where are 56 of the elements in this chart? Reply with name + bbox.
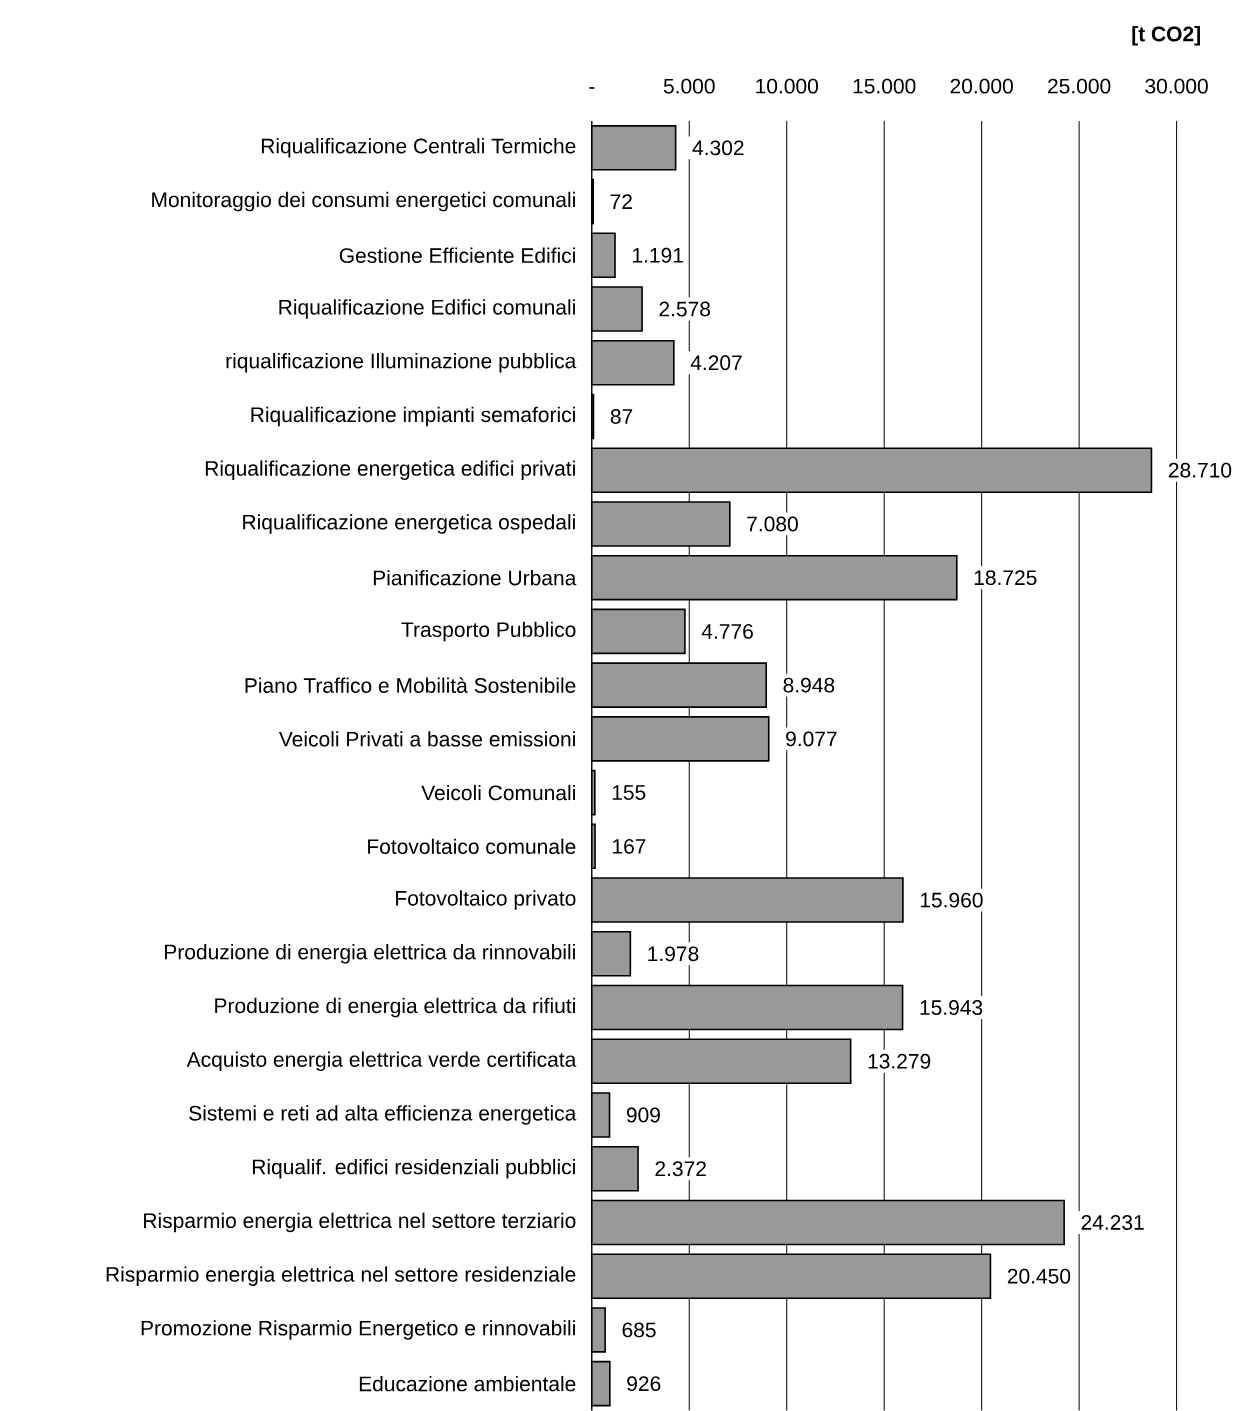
data-label: 7.080: [747, 516, 799, 532]
data-label: 167: [613, 838, 646, 854]
data-label: 87: [611, 409, 633, 424]
data-label: 4.207: [690, 355, 742, 371]
data-label: 20.450: [1008, 1268, 1071, 1284]
y-tick-label: Riqualificazione Centrali Termiche: [262, 138, 576, 158]
data-label: 24.231: [1081, 1215, 1144, 1230]
data-label: 926: [627, 1376, 661, 1392]
x-tick-label: 15.000: [853, 78, 916, 94]
y-tick-label: Sistemi e reti ad alta efficienza energetica: [189, 1105, 577, 1125]
y-tick-label: Fotovoltaico comunale: [368, 838, 576, 855]
data-label: 13.279: [868, 1053, 931, 1069]
data-label: 15.960: [921, 892, 983, 908]
y-tick-label: Acquisto energia elettrica verde certificata: [186, 1051, 577, 1072]
y-tick-label: Pianificazione Urbana: [374, 569, 577, 586]
y-tick-label: Riqualif. edifici residenziali pubblici: [253, 1158, 576, 1179]
data-label: 155: [613, 785, 646, 800]
data-label: 2.372: [655, 1161, 707, 1177]
data-label: 909: [627, 1107, 661, 1123]
y-tick-label: Veicoli Privati a basse emissioni: [279, 731, 576, 747]
data-label: 4.776: [701, 623, 754, 639]
y-tick-label: Riqualificazione energetica edifici privati: [206, 460, 576, 480]
x-tick-label: 20.000: [950, 78, 1014, 94]
data-label: 28.710: [1169, 462, 1232, 478]
y-tick-label: Risparmio energia elettrica nel settore terziario: [144, 1212, 576, 1233]
y-tick-label: Monitoraggio dei consumi energetici comunali: [152, 191, 576, 212]
data-label: 2.578: [659, 301, 711, 317]
x-tick-label: 5.000: [664, 78, 715, 94]
y-tick-label: Fotovoltaico privato: [396, 890, 576, 910]
x-axis-title: [t CO2]: [1132, 26, 1201, 46]
y-tick-label: Riqualificazione impianti semaforici: [251, 406, 576, 427]
x-tick-label: 25.000: [1048, 78, 1111, 94]
data-label: 8.948: [783, 677, 835, 693]
data-label: 15.943: [920, 1000, 983, 1015]
y-tick-label: Riqualificazione Edifici comunali: [279, 299, 576, 319]
data-label: 9.077: [786, 731, 837, 747]
y-tick-label: Risparmio energia elettrica nel settore residenziale: [106, 1266, 576, 1286]
data-label: 72: [610, 194, 633, 209]
y-tick-label: riqualificazione Illuminazione pubblica: [226, 352, 577, 373]
data-label: 1.191: [633, 247, 684, 263]
y-tick-label: Produzione di energia elettrica da rinnovabili: [165, 944, 576, 964]
y-tick-label: Piano Traffico e Mobilità Sostenibile: [245, 677, 576, 693]
x-tick-label: 10.000: [756, 78, 819, 94]
x-tick-label: 30.000: [1145, 78, 1209, 94]
data-label: 4.302: [692, 140, 744, 156]
y-tick-label: Educazione ambientale: [360, 1375, 576, 1392]
y-tick-label: Trasporto Pubblico: [401, 621, 576, 642]
y-tick-label: Riqualificazione energetica ospedali: [243, 514, 576, 534]
y-tick-label: Gestione Efficiente Edifici: [340, 247, 576, 264]
y-tick-label: Promozione Risparmio Energetico e rinnovabili: [141, 1320, 576, 1340]
y-tick-label: Veicoli Comunali: [421, 784, 576, 801]
y-tick-label: Produzione di energia elettrica da rifiuti: [215, 997, 576, 1018]
data-label: 685: [622, 1322, 656, 1338]
data-label: 18.725: [975, 570, 1037, 586]
data-label: 1.978: [648, 946, 699, 962]
x-tick-label: -: [589, 87, 595, 89]
